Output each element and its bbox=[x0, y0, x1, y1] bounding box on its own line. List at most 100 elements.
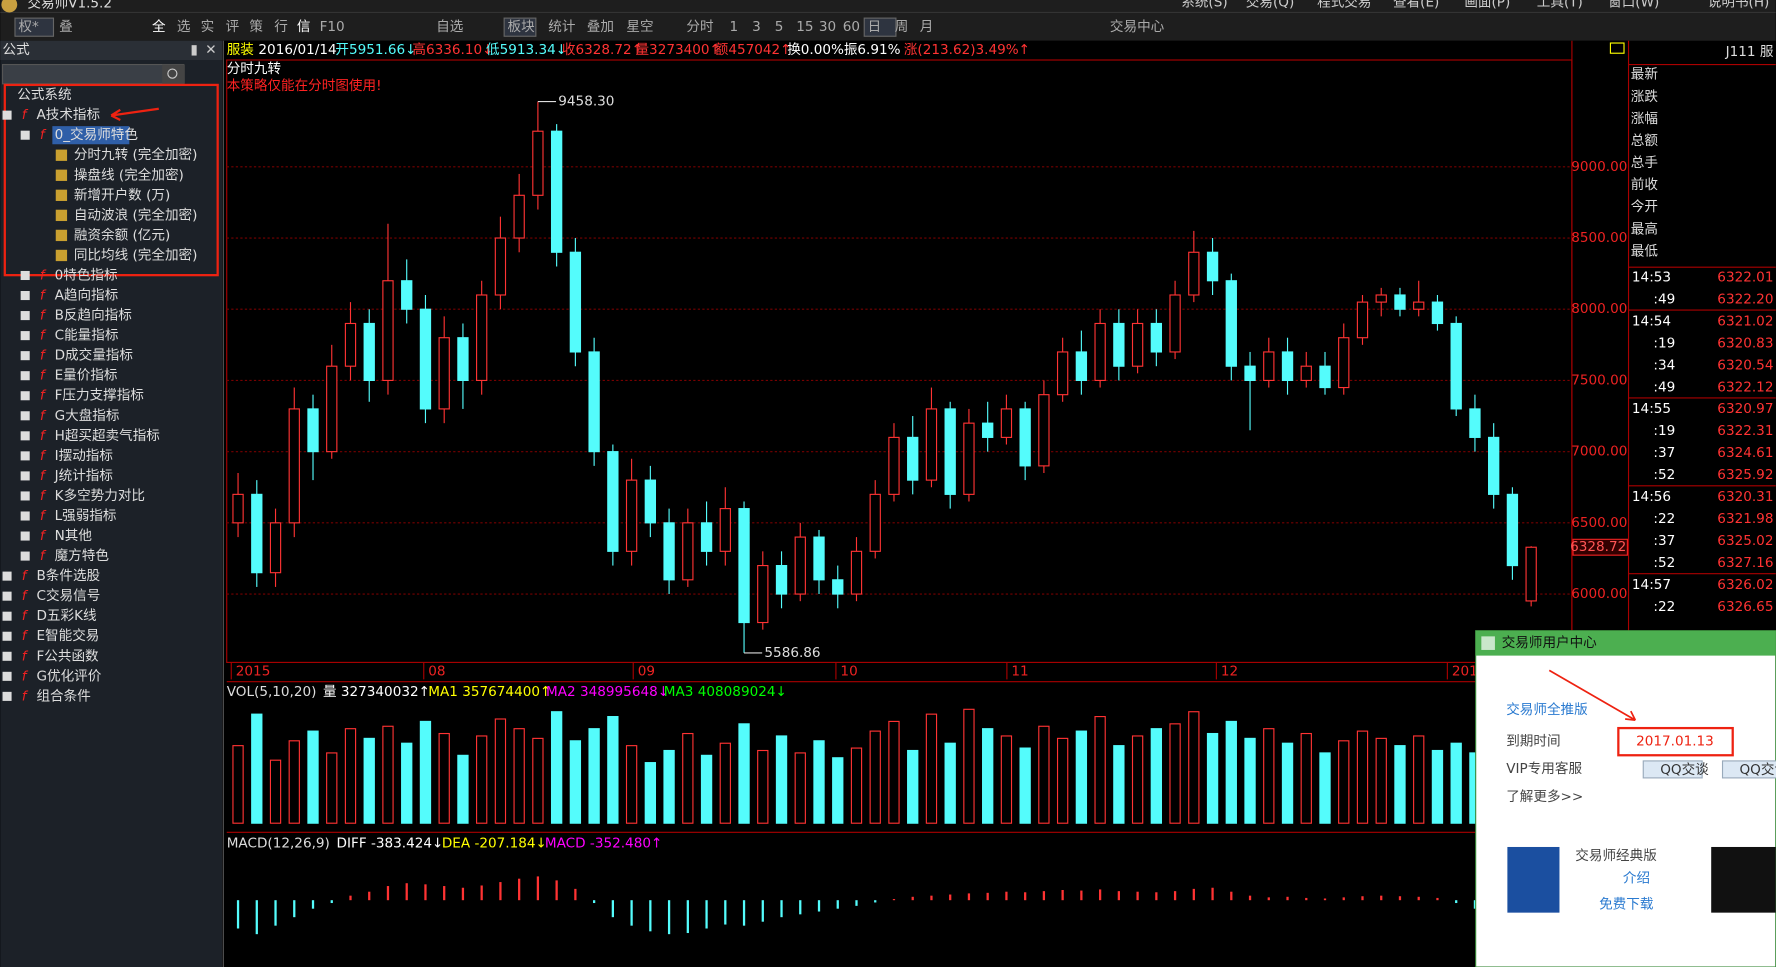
tree-item[interactable]: 分时九转 (完全加密) bbox=[74, 146, 198, 163]
toolbar-item[interactable]: 日 bbox=[868, 19, 882, 35]
toolbar-item[interactable]: 实 bbox=[201, 19, 215, 35]
tree-item[interactable]: L强弱指标 bbox=[55, 508, 117, 524]
tree-item[interactable]: C能量指标 bbox=[55, 328, 119, 344]
tree-item[interactable]: F公共函数 bbox=[36, 648, 99, 664]
tree-item[interactable]: G大盘指标 bbox=[55, 407, 120, 424]
toolbar-item[interactable]: 统计 bbox=[548, 19, 576, 35]
qq-button[interactable] bbox=[1642, 760, 1703, 779]
close[interactable]: ✕ bbox=[205, 42, 216, 58]
expander[interactable] bbox=[2, 110, 12, 120]
tree-item[interactable]: 0特色指标 bbox=[55, 266, 118, 283]
menu-item[interactable]: 说明书(H) bbox=[1708, 0, 1770, 10]
menu-item[interactable]: 程式交易 bbox=[1317, 0, 1371, 10]
expander[interactable] bbox=[2, 651, 12, 661]
toolbar-item[interactable]: 5 bbox=[775, 19, 784, 35]
menu-item[interactable]: 交易(Q) bbox=[1246, 0, 1294, 10]
tree-item[interactable]: F压力支撑指标 bbox=[55, 388, 144, 404]
toolbar-item[interactable]: 3 bbox=[752, 19, 761, 35]
qq-label[interactable]: QQ交谈 bbox=[1660, 761, 1709, 778]
toolbar-item[interactable]: 行 bbox=[274, 19, 288, 35]
menu-item[interactable]: 画面(P) bbox=[1464, 0, 1510, 10]
toolbar-item[interactable]: 15 bbox=[796, 19, 813, 35]
expander[interactable] bbox=[2, 591, 12, 601]
qq-button[interactable] bbox=[1721, 760, 1776, 779]
toolbar-item[interactable]: 1 bbox=[729, 19, 738, 35]
expander[interactable] bbox=[20, 511, 30, 521]
tree-item[interactable]: 自动波浪 (完全加密) bbox=[74, 206, 198, 223]
search-box[interactable] bbox=[1, 63, 185, 85]
tree-item[interactable]: 同比均线 (完全加密) bbox=[74, 246, 198, 263]
more-link[interactable]: 了解更多>> bbox=[1506, 788, 1583, 805]
search-button[interactable] bbox=[162, 64, 185, 84]
expander[interactable] bbox=[20, 431, 30, 441]
tree-item[interactable]: N其他 bbox=[55, 528, 93, 544]
toolbar-item[interactable]: 评 bbox=[226, 19, 240, 35]
intro-link[interactable]: 介绍 bbox=[1623, 871, 1650, 887]
toolbar-box[interactable] bbox=[863, 17, 897, 37]
menu-item[interactable]: 窗口(W) bbox=[1608, 0, 1659, 10]
tree-item[interactable]: E智能交易 bbox=[36, 627, 99, 644]
qq-label[interactable]: QQ交谈 bbox=[1740, 761, 1776, 778]
toolbar-item[interactable]: 叠 bbox=[59, 19, 73, 35]
toolbar-item[interactable]: 权* bbox=[18, 18, 39, 35]
tree-item[interactable]: B反趋向指标 bbox=[55, 308, 132, 324]
tree-item[interactable]: E量价指标 bbox=[55, 368, 118, 384]
expander[interactable] bbox=[2, 691, 12, 701]
expander[interactable] bbox=[2, 671, 12, 681]
expander[interactable] bbox=[2, 631, 12, 641]
expander[interactable] bbox=[20, 371, 30, 381]
expander[interactable] bbox=[20, 311, 30, 321]
expander[interactable] bbox=[20, 351, 30, 361]
expander[interactable] bbox=[20, 551, 30, 561]
tree-item[interactable]: K多空势力对比 bbox=[55, 487, 145, 504]
menu-item[interactable]: 工具(T) bbox=[1537, 0, 1583, 10]
toolbar-item[interactable]: 叠加 bbox=[587, 19, 614, 35]
toolbar-item[interactable]: 全 bbox=[152, 18, 166, 35]
tree-item[interactable]: 新增开户数 (万) bbox=[74, 186, 170, 203]
toolbar-item[interactable]: 星空 bbox=[626, 19, 653, 35]
tree-item[interactable]: 0_交易师特色 bbox=[55, 126, 139, 143]
tree-item[interactable]: A技术指标 bbox=[36, 107, 100, 123]
toolbar-item[interactable]: 交易中心 bbox=[1110, 18, 1165, 35]
tree-item[interactable]: B条件选股 bbox=[36, 567, 100, 584]
expander[interactable] bbox=[20, 291, 30, 301]
tree-item[interactable]: J统计指标 bbox=[54, 468, 113, 484]
toolbar-box[interactable] bbox=[503, 17, 537, 37]
download-link[interactable]: 免费下载 bbox=[1599, 897, 1654, 913]
expander[interactable] bbox=[20, 491, 30, 501]
toolbar-item[interactable]: 板块 bbox=[508, 19, 536, 35]
toolbar-item[interactable]: 信 bbox=[297, 19, 311, 35]
tree-item[interactable]: H超买超卖气指标 bbox=[55, 428, 160, 444]
expander[interactable] bbox=[20, 411, 30, 421]
toolbar-item[interactable]: 60 bbox=[843, 19, 860, 35]
toolbar-item[interactable]: 自选 bbox=[436, 19, 464, 35]
toolbar-item[interactable]: 月 bbox=[920, 19, 934, 35]
expander[interactable] bbox=[20, 471, 30, 481]
tree-item[interactable]: 组合条件 bbox=[36, 687, 90, 704]
tree-item[interactable]: D成交量指标 bbox=[55, 347, 133, 364]
tree-item[interactable]: 操盘线 (完全加密) bbox=[74, 166, 184, 183]
tree-item[interactable]: A趋向指标 bbox=[55, 288, 119, 304]
sidebar-title[interactable]: 公式 bbox=[3, 42, 31, 58]
expander[interactable] bbox=[20, 130, 30, 140]
expander[interactable] bbox=[20, 270, 30, 281]
tree-item[interactable]: G优化评价 bbox=[36, 668, 101, 684]
tree-item[interactable]: 魔方特色 bbox=[55, 547, 110, 564]
expander[interactable] bbox=[2, 611, 12, 621]
expander[interactable] bbox=[2, 571, 12, 581]
toolbar-box[interactable] bbox=[14, 17, 55, 37]
tree-item[interactable]: C交易信号 bbox=[36, 587, 100, 604]
expander[interactable] bbox=[20, 451, 30, 461]
expander[interactable] bbox=[20, 331, 30, 341]
expander[interactable] bbox=[20, 391, 30, 401]
toolbar-item[interactable]: 选 bbox=[177, 19, 191, 35]
tree-item[interactable]: 公式系统 bbox=[17, 87, 71, 103]
tree-item[interactable]: 融资余额 (亿元) bbox=[74, 226, 170, 243]
tree-item[interactable]: I摆动指标 bbox=[55, 448, 113, 464]
expander[interactable] bbox=[20, 531, 30, 541]
pin[interactable]: ▮ bbox=[190, 42, 197, 58]
menu-item[interactable]: 查看(E) bbox=[1393, 0, 1439, 10]
toolbar-item[interactable]: F10 bbox=[320, 19, 345, 35]
toolbar-item[interactable]: 策 bbox=[249, 18, 263, 35]
menu-item[interactable]: 系统(S) bbox=[1181, 0, 1227, 10]
